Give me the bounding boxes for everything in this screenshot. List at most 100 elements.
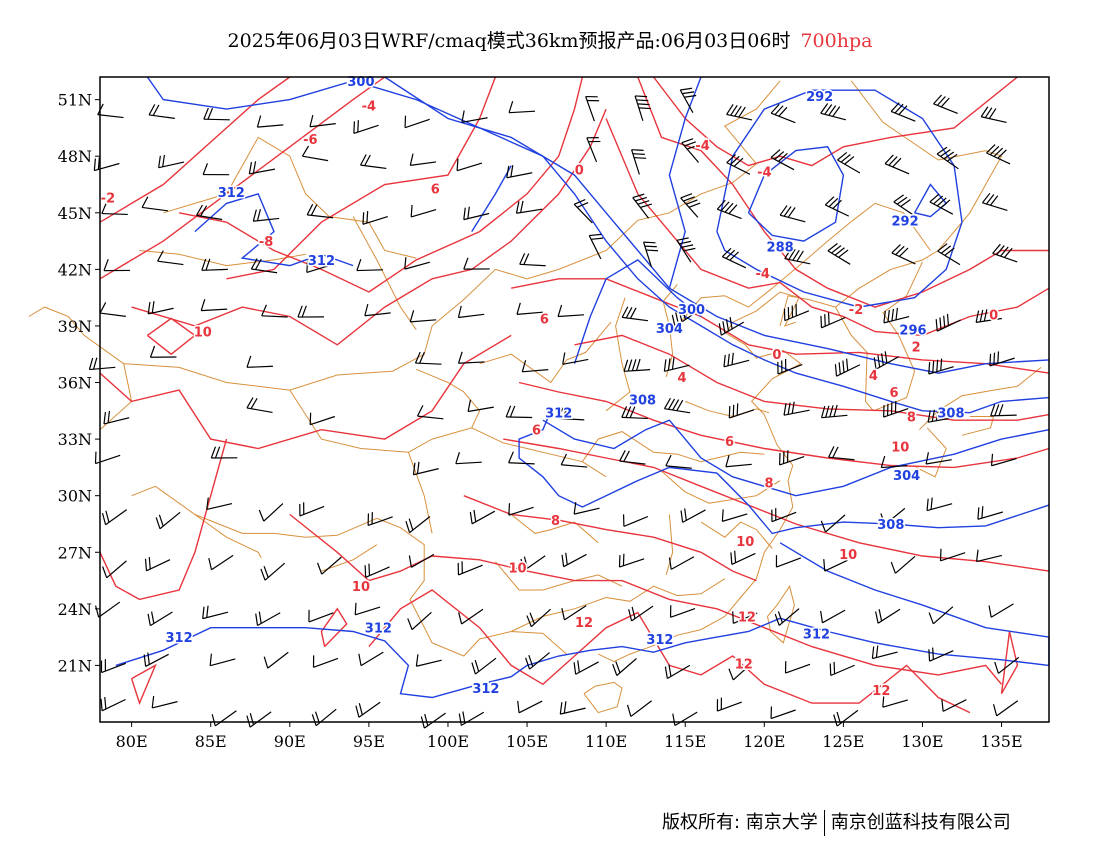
wind-barb-icon [977, 506, 1004, 520]
wind-barb-icon [149, 345, 177, 358]
wind-barb-icon [93, 157, 120, 172]
wind-barb-icon [828, 446, 855, 461]
lon-label: 80E [116, 732, 148, 751]
geopotential-isoline [779, 542, 1050, 666]
boundary-line [961, 416, 995, 436]
wind-barb-icon [515, 200, 543, 214]
wind-barb-icon [557, 304, 585, 318]
wind-barb-icon [517, 700, 543, 714]
lon-label: 85E [195, 732, 227, 751]
wind-barb-icon [211, 710, 237, 727]
lat-label: 45N [58, 204, 92, 223]
wind-barb-icon [681, 138, 700, 163]
boundary-line [479, 321, 612, 384]
wind-barb-icon [521, 360, 549, 373]
wind-barb-icon [206, 497, 233, 511]
wind-barb-icon [246, 355, 273, 368]
wind-barb-icon [561, 552, 587, 568]
wind-barb-icon [311, 708, 337, 727]
lat-label: 33N [58, 430, 92, 449]
wind-barb-icon [562, 352, 589, 365]
temperature-label: -8 [259, 235, 273, 250]
lon-label: 100E [427, 732, 469, 751]
temperature-isotherm [289, 513, 1003, 685]
temperature-isotherm [1000, 631, 1019, 695]
geopotential-isoline [716, 89, 963, 308]
temperature-isotherm [320, 607, 348, 648]
temperature-isotherm [518, 381, 1050, 469]
wind-barb-icon [893, 194, 916, 217]
wind-barb-icon [94, 601, 121, 618]
wind-barb-icon [364, 563, 390, 578]
wind-barb-icon [299, 502, 325, 517]
temperature-label: 10 [839, 548, 857, 563]
temperature-isotherm [99, 76, 386, 280]
wind-barb-icon [414, 351, 442, 365]
wind-barb-icon [623, 358, 651, 372]
wind-barb-icon [718, 317, 745, 336]
wind-barb-icon [941, 699, 967, 712]
wind-barb-icon [833, 709, 859, 727]
longitude-labels: 80E 85E 90E 95E 100E 105E 110E 115E 120E 125E 130E… [116, 722, 1023, 751]
wind-barb-icon [980, 106, 1007, 124]
wind-barb-icon [884, 154, 910, 175]
wind-barb-icon [560, 453, 588, 468]
wind-barb-icon [975, 549, 1002, 563]
temperature-label: -4 [695, 139, 709, 154]
temperature-label: 10 [509, 561, 527, 576]
wind-barb-icon [871, 645, 898, 660]
wind-barb-icon [455, 452, 482, 465]
boundary-line [662, 284, 678, 378]
wind-barb-icon [309, 114, 336, 128]
boundary-line [665, 514, 674, 576]
temperature-isotherm [368, 589, 971, 714]
temperature-label: 12 [738, 610, 756, 625]
wind-barb-icon [721, 247, 747, 269]
temperature-isotherm [99, 76, 291, 223]
lat-label: 30N [58, 487, 92, 506]
wind-barb-icon [260, 562, 286, 581]
geopotential-isoline [384, 76, 1050, 374]
wind-barb-icon [263, 651, 289, 669]
wind-barb-icon [728, 403, 755, 419]
wind-barb-icon [890, 102, 916, 122]
lon-label: 115E [664, 732, 706, 751]
wind-barb-icon [573, 199, 593, 224]
wind-barb-icon [990, 404, 1017, 417]
boundary-line [163, 136, 417, 259]
wind-barb-icon [975, 309, 1002, 323]
boundary-line [583, 681, 623, 714]
temperature-label: -2 [849, 303, 863, 318]
lat-label: 27N [58, 543, 92, 562]
wind-barb-icon [97, 103, 124, 119]
wind-barb-icon [928, 358, 954, 375]
boundary-line [471, 427, 607, 478]
wind-barb-icon [416, 405, 444, 420]
wind-barb-icon [258, 503, 284, 522]
lon-label: 125E [822, 732, 864, 751]
wind-barb-icon [732, 611, 758, 624]
geopotential-label: 292 [806, 90, 833, 105]
temperature-isotherm [226, 76, 497, 280]
temperature-label: 2 [912, 341, 921, 356]
wind-barb-icon [559, 701, 586, 715]
wind-barb-icon [147, 301, 174, 315]
wind-barb-icon [457, 305, 485, 319]
boundary-line [352, 216, 417, 330]
wind-barb-icon [405, 516, 431, 534]
wind-barb-icon [621, 406, 648, 420]
boundary-line [131, 485, 567, 657]
wind-barb-icon [261, 304, 288, 318]
temperature-label: 8 [765, 476, 774, 491]
temperature-label: -4 [757, 165, 771, 180]
lon-label: 110E [585, 732, 627, 751]
wind-barb-icon [726, 154, 751, 175]
wind-barb-icon [585, 95, 600, 122]
lon-label: 120E [743, 732, 785, 751]
wind-barb-icon [461, 110, 488, 123]
wind-barb-icon [779, 205, 806, 223]
wind-barb-icon [820, 404, 848, 419]
wind-barb-icon [100, 659, 127, 674]
wind-barb-icon [994, 656, 1020, 674]
